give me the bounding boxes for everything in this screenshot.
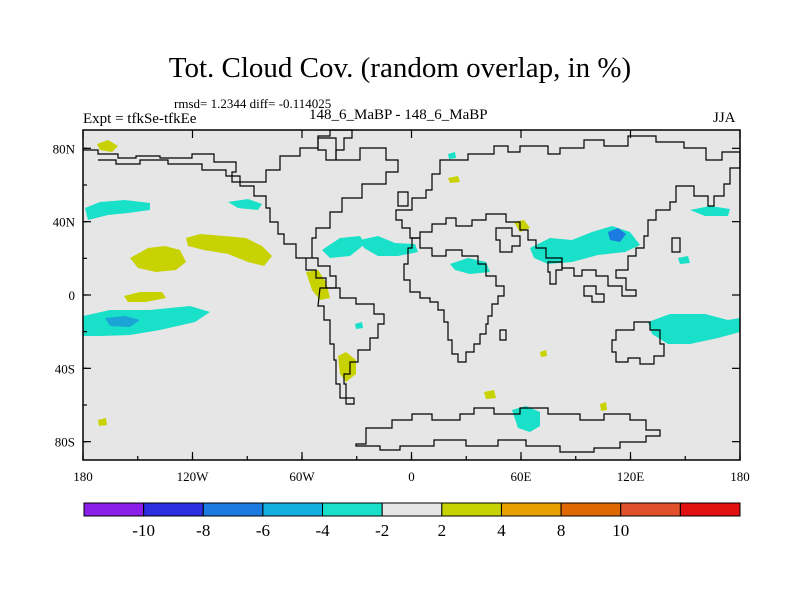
x-tick-label: 0 — [408, 469, 415, 484]
patch-pos-greenland — [97, 140, 118, 152]
patch-canada — [228, 199, 262, 210]
comparison-label: 148_6_MaBP - 148_6_MaBP — [309, 107, 488, 123]
experiment-label: Expt = tfkSe-tfkEe — [83, 111, 197, 127]
colorbar-labels: -10 -8 -6 -4 -2 2 4 8 10 — [132, 521, 629, 540]
coast-se-asia — [583, 285, 605, 303]
colorbar-box — [143, 502, 204, 517]
colorbar-box — [322, 502, 383, 517]
patch-pos-small-c — [98, 418, 107, 426]
patch-n-atlantic — [322, 236, 365, 258]
x-tick-label: 120E — [617, 469, 645, 484]
patch-small-3 — [355, 322, 363, 329]
patch-pos-arabia — [514, 220, 530, 232]
coast-antarctica — [355, 407, 661, 453]
patch-indian-ocean — [648, 314, 740, 344]
colorbar-box — [202, 502, 264, 517]
patch-pos-small-a — [448, 176, 460, 183]
patch-pos-pacific-c — [186, 234, 272, 266]
patch-antarctic — [512, 406, 540, 432]
y-axis — [83, 147, 740, 443]
coast-australia — [611, 321, 665, 365]
coast-africa — [403, 237, 505, 363]
colorbar-box — [262, 502, 324, 517]
x-tick-label: 180 — [730, 469, 750, 484]
y-tick-labels: 80N 40N 0 40S 80S — [53, 141, 76, 449]
colorbar-label: -4 — [315, 521, 330, 540]
x-axis — [82, 130, 741, 460]
colorbar-label: 2 — [438, 521, 447, 540]
coast-arabia — [495, 227, 521, 253]
coast-japan — [671, 237, 681, 253]
patch-sahara — [450, 258, 490, 274]
anomaly-patches — [83, 140, 740, 432]
coast-uk — [397, 191, 409, 207]
colorbar-box — [381, 502, 443, 517]
patch-pos-central-am — [306, 270, 330, 300]
season-label: JJA — [713, 110, 736, 126]
patch-pos-pacific-w — [130, 246, 186, 272]
colorbar-box — [620, 502, 681, 517]
coastlines — [83, 129, 741, 453]
y-tick-label: 80S — [55, 435, 75, 450]
patch-tropical-pacific-core — [105, 316, 140, 327]
y-tick-label: 40S — [55, 361, 75, 376]
patch-pos-tropical — [124, 292, 166, 302]
colorbar-label: -10 — [132, 521, 155, 540]
patch-atlantic-east — [360, 236, 418, 256]
colorbar-box — [83, 502, 145, 517]
colorbar-label: -8 — [196, 521, 210, 540]
patch-tropical-pacific — [83, 306, 210, 336]
x-tick-labels: 180 120W 60W 0 60E 120E 180 — [73, 469, 750, 484]
patch-pos-small-b — [484, 390, 496, 399]
colorbar-box — [441, 502, 502, 517]
coast-south-america — [317, 287, 385, 405]
patch-pos-small-d — [600, 402, 607, 411]
x-tick-label: 120W — [177, 469, 210, 484]
y-tick-label: 40N — [53, 215, 76, 230]
coast-madagascar — [499, 329, 507, 341]
x-tick-label: 60E — [511, 469, 532, 484]
colorbar-label: -2 — [375, 521, 389, 540]
coast-india — [547, 261, 563, 285]
coast-eurasia — [395, 135, 741, 297]
colorbar-label: -6 — [256, 521, 270, 540]
patch-pos-small-e — [540, 350, 547, 357]
colorbar — [83, 502, 741, 517]
colorbar-box — [560, 502, 622, 517]
stats-text: rmsd= 1.2344 diff= -0.114025 — [174, 96, 332, 111]
y-tick-label: 0 — [69, 288, 76, 303]
patch-small-2 — [678, 256, 690, 264]
colorbar-label: 10 — [612, 521, 629, 540]
patch-n-pacific — [85, 200, 150, 220]
colorbar-label: 8 — [557, 521, 566, 540]
patch-pacific-ne — [690, 206, 730, 216]
patch-pos-s-america — [338, 352, 356, 382]
x-tick-label: 60W — [289, 469, 315, 484]
colorbar-box — [679, 502, 741, 517]
x-tick-label: 180 — [73, 469, 93, 484]
coast-north-america — [83, 137, 399, 289]
patch-asia-core — [608, 228, 626, 242]
patch-small-1 — [448, 152, 456, 159]
colorbar-box — [500, 502, 562, 517]
y-tick-label: 80N — [53, 141, 76, 156]
plot-title: Tot. Cloud Cov. (random overlap, in %) — [168, 52, 632, 84]
colorbar-label: 4 — [497, 521, 506, 540]
map-area — [83, 130, 740, 460]
